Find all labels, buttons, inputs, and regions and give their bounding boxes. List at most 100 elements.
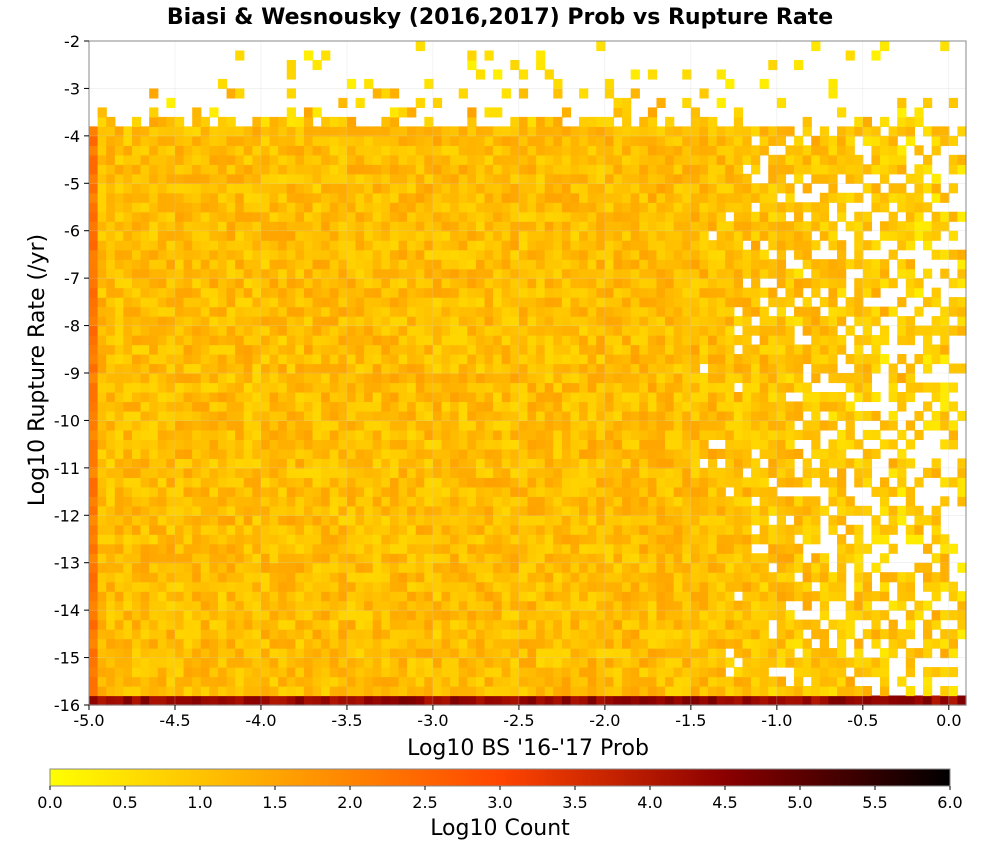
heatmap-cell — [286, 676, 296, 687]
heatmap-cell — [579, 657, 589, 668]
heatmap-cell — [226, 524, 236, 535]
heatmap-cell — [192, 572, 202, 583]
heatmap-cell — [493, 496, 503, 507]
heatmap-cell — [733, 543, 744, 554]
heatmap-cell — [295, 211, 305, 222]
heatmap-cell — [579, 686, 589, 697]
heatmap-cell — [398, 439, 408, 450]
heatmap-cell — [424, 629, 434, 640]
heatmap-cell — [260, 534, 271, 545]
heatmap-cell — [174, 287, 185, 298]
heatmap-cell — [355, 657, 365, 668]
heatmap-cell — [579, 534, 589, 545]
heatmap-cell — [329, 382, 339, 393]
heatmap-cell — [389, 278, 400, 289]
heatmap-cell — [604, 420, 615, 431]
heatmap-cell — [131, 192, 142, 203]
heatmap-cell — [613, 591, 623, 602]
heatmap-cell — [114, 363, 124, 374]
heatmap-cell — [226, 600, 236, 611]
heatmap-cell — [579, 192, 589, 203]
heatmap-cell — [355, 126, 365, 137]
heatmap-cell — [665, 135, 675, 146]
heatmap-cell — [733, 240, 744, 251]
heatmap-cell — [278, 676, 288, 687]
heatmap-cell — [252, 240, 262, 251]
heatmap-cell — [424, 676, 434, 687]
heatmap-cell — [493, 126, 503, 137]
heatmap-cell — [510, 344, 520, 355]
heatmap-cell — [97, 667, 107, 678]
heatmap-cell — [157, 686, 167, 697]
heatmap-cell — [613, 420, 623, 431]
heatmap-cell — [166, 354, 176, 365]
heatmap-cell — [570, 164, 580, 175]
heatmap-cell — [639, 259, 649, 270]
heatmap-cell — [123, 259, 133, 270]
heatmap-cell — [656, 173, 666, 184]
heatmap-cell — [338, 638, 348, 649]
heatmap-cell — [673, 335, 683, 346]
heatmap-cell — [372, 145, 382, 156]
heatmap-cell — [269, 306, 279, 317]
heatmap-cell — [630, 88, 640, 99]
heatmap-cell — [303, 211, 314, 222]
heatmap-cell — [424, 183, 434, 194]
heatmap-cell — [89, 306, 99, 317]
heatmap-cell — [596, 515, 606, 526]
heatmap-cell — [432, 439, 443, 450]
heatmap-cell — [561, 259, 572, 270]
heatmap-cell — [768, 164, 778, 175]
heatmap-cell — [596, 572, 606, 583]
heatmap-cell — [338, 448, 348, 459]
heatmap-cell — [372, 297, 382, 308]
heatmap-cell — [303, 363, 314, 374]
heatmap-cell — [123, 676, 133, 687]
heatmap-cell — [518, 382, 529, 393]
heatmap-cell — [389, 695, 400, 706]
heatmap-cell — [260, 667, 271, 678]
heatmap-cell — [200, 486, 210, 497]
heatmap-cell — [716, 486, 726, 497]
heatmap-cell — [587, 486, 597, 497]
heatmap-cell — [131, 448, 142, 459]
heatmap-cell — [467, 164, 477, 175]
heatmap-cell — [553, 230, 563, 241]
heatmap-cell — [682, 496, 692, 507]
heatmap-cell — [733, 401, 744, 412]
heatmap-cell — [458, 667, 468, 678]
heatmap-cell — [639, 496, 649, 507]
heatmap-cell — [321, 373, 331, 384]
heatmap-cell — [604, 543, 615, 554]
heatmap-cell — [192, 325, 202, 336]
heatmap-cell — [467, 173, 477, 184]
heatmap-cell — [510, 467, 520, 478]
heatmap-cell — [527, 135, 537, 146]
heatmap-cell — [725, 420, 735, 431]
heatmap-cell — [286, 629, 296, 640]
heatmap-cell — [647, 192, 658, 203]
heatmap-cell — [226, 686, 236, 697]
heatmap-cell — [424, 391, 434, 403]
heatmap-cell — [424, 591, 434, 602]
heatmap-cell — [708, 202, 718, 213]
heatmap-cell — [725, 524, 735, 535]
heatmap-cell — [200, 448, 210, 459]
heatmap-cell — [424, 458, 434, 469]
heatmap-cell — [372, 667, 382, 678]
heatmap-cell — [286, 211, 296, 222]
heatmap-cell — [450, 429, 460, 440]
heatmap-cell — [209, 202, 219, 213]
heatmap-cell — [518, 581, 529, 592]
heatmap-cell — [682, 610, 692, 621]
heatmap-cell — [501, 524, 511, 535]
heatmap-cell — [174, 505, 185, 516]
heatmap-cell — [321, 572, 331, 583]
heatmap-cell — [622, 344, 632, 355]
heatmap-cell — [699, 391, 709, 403]
heatmap-cell — [106, 458, 116, 469]
heatmap-cell — [424, 240, 434, 251]
heatmap-cell — [458, 610, 468, 621]
heatmap-cell — [114, 600, 124, 611]
heatmap-cell — [226, 344, 236, 355]
